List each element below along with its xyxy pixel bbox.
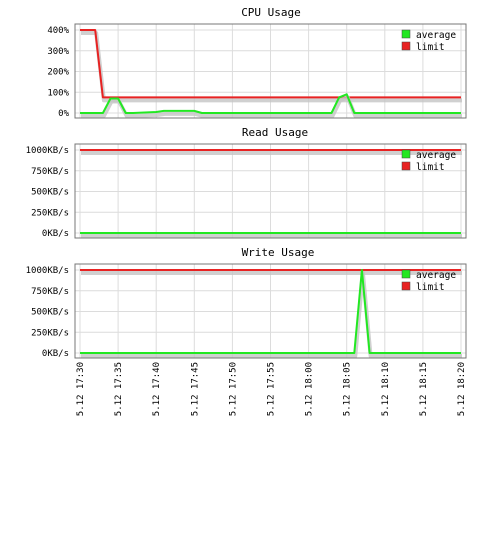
cpu-legend: average limit [401, 29, 456, 53]
read-chart-title: Read Usage [242, 126, 308, 139]
write-legend-average-swatch [401, 269, 411, 279]
write-y-tick-label: 0KB/s [42, 349, 69, 359]
read-usage-chart: Read Usage 0KB/s 250KB/s 500KB/s 750KB/s… [26, 126, 467, 239]
cpu-series [80, 29, 462, 118]
cpu-y-tick-label: 200% [47, 68, 69, 78]
average-series-line [80, 93, 461, 114]
cpu-legend-average-label: average [416, 30, 456, 41]
time-axis-labels: 5.12 17:30 5.12 17:35 5.12 17:40 5.12 17… [76, 362, 467, 416]
cpu-y-tick-label: 400% [47, 26, 69, 36]
time-axis-label: 5.12 17:35 [114, 362, 124, 416]
read-y-tick-labels: 0KB/s 250KB/s 500KB/s 750KB/s 1000KB/s [26, 146, 69, 239]
read-legend-limit-swatch [401, 161, 411, 171]
write-legend-average-label: average [416, 270, 456, 281]
write-y-tick-label: 1000KB/s [26, 266, 69, 276]
limit-series-line [80, 29, 461, 99]
time-axis-label: 5.12 18:10 [381, 362, 391, 416]
write-y-tick-label: 750KB/s [31, 287, 69, 297]
average-series-shadow [81, 95, 462, 118]
cpu-chart-title: CPU Usage [241, 6, 301, 19]
cpu-y-tick-label: 0% [58, 109, 69, 119]
time-axis-label: 5.12 18:20 [457, 362, 467, 416]
cpu-y-tick-label: 300% [47, 47, 69, 57]
cpu-plot-frame [74, 23, 467, 119]
time-axis-label: 5.12 17:55 [267, 362, 277, 416]
read-y-tick-label: 750KB/s [31, 167, 69, 177]
read-y-tick-label: 500KB/s [31, 188, 69, 198]
read-legend-limit-label: limit [416, 162, 445, 173]
read-y-tick-label: 1000KB/s [26, 146, 69, 156]
time-axis-label: 5.12 18:05 [343, 362, 353, 416]
time-axis-label: 5.12 18:00 [305, 362, 315, 416]
time-axis-label: 5.12 17:40 [152, 362, 162, 416]
read-plot-frame [74, 143, 467, 239]
write-y-tick-label: 250KB/s [31, 328, 69, 338]
write-series [80, 269, 462, 358]
write-legend-limit-swatch [401, 281, 411, 291]
time-axis-label: 5.12 18:15 [419, 362, 429, 416]
cpu-legend-limit-label: limit [416, 42, 445, 53]
time-axis-label: 5.12 17:50 [228, 362, 238, 416]
read-legend-average-label: average [416, 150, 456, 161]
cpu-legend-average-swatch [401, 29, 411, 39]
write-legend-limit-label: limit [416, 282, 445, 293]
read-y-tick-label: 0KB/s [42, 229, 69, 239]
cpu-legend-limit-swatch [401, 41, 411, 51]
average-series-line [80, 269, 461, 354]
write-y-tick-labels: 0KB/s 250KB/s 500KB/s 750KB/s 1000KB/s [26, 266, 69, 359]
time-axis-label: 5.12 17:45 [190, 362, 200, 416]
write-chart-title: Write Usage [242, 246, 315, 259]
read-y-tick-label: 250KB/s [31, 208, 69, 218]
read-legend-average-swatch [401, 149, 411, 159]
cpu-y-tick-label: 100% [47, 88, 69, 98]
write-usage-chart: Write Usage 0KB/s 250KB/s 500KB/s 750KB/… [26, 246, 467, 359]
cpu-y-tick-labels: 0% 100% 200% 300% 400% [47, 26, 69, 119]
read-series [80, 149, 462, 238]
time-axis-label: 5.12 17:30 [76, 362, 86, 416]
cpu-usage-chart: CPU Usage 0% 100% 200% 300% 400% average… [47, 6, 467, 119]
read-legend: average limit [401, 149, 456, 173]
write-plot-frame [74, 263, 467, 359]
write-legend: average limit [401, 269, 456, 293]
write-y-tick-label: 500KB/s [31, 308, 69, 318]
